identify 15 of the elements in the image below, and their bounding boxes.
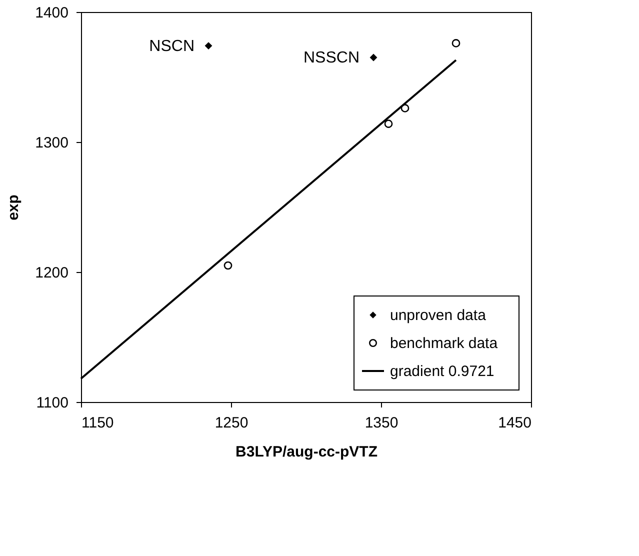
legend-label: unproven data [390, 307, 487, 324]
y-tick-label: 1100 [36, 394, 68, 412]
annotation: NSCN [149, 38, 194, 55]
y-axis-title: exp [5, 194, 22, 220]
x-axis-title: B3LYP/aug-cc-pVTZ [236, 444, 378, 460]
legend-label: gradient 0.9721 [390, 363, 494, 380]
legend-label: benchmark data [390, 335, 498, 352]
x-tick-label: 1350 [364, 414, 398, 432]
x-tick-label: 1150 [82, 414, 114, 432]
x-tick-label: 1250 [214, 414, 248, 432]
y-tick-label: 1200 [35, 264, 68, 282]
y-tick-label: 1400 [35, 4, 68, 22]
annotation: NSSCN [303, 50, 360, 66]
y-tick-label: 1300 [35, 134, 68, 152]
x-tick-label: 1450 [498, 414, 532, 432]
